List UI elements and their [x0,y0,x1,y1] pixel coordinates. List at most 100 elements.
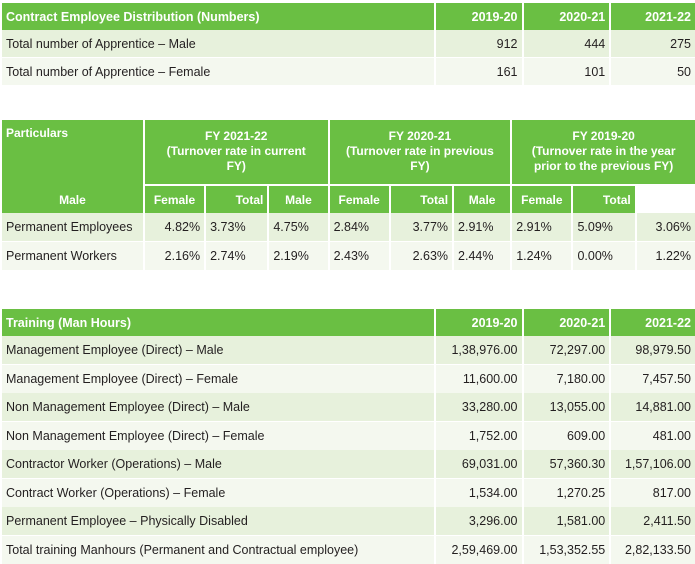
period-header: FY 2020-21 (Turnover rate in previous FY… [329,120,511,184]
table-cell: 2.91% [454,213,511,242]
table-cell: 72,297.00 [523,336,610,365]
column-header: Contract Employee Distribution (Numbers) [2,3,434,30]
table-cell: 2,82,133.50 [611,536,695,564]
table-cell: 275 [611,30,695,58]
table-row: Contract Worker (Operations) – Female 1,5… [2,479,695,507]
table-row: Total number of Apprentice – Male 912 44… [2,30,695,58]
table-row: Management Employee (Direct) – Male 1,38,… [2,336,695,365]
period-header: FY 2019-20 (Turnover rate in the year pr… [512,120,695,184]
table-header-row: Particulars FY 2021-22 (Turnover rate in… [2,120,695,186]
row-label: Contract Worker (Operations) – Female [2,479,434,507]
column-header: Female [512,186,572,213]
table-cell: 1,38,976.00 [435,336,522,365]
table-cell: 1,752.00 [435,422,522,450]
table-cell: 1,534.00 [435,479,522,507]
table-cell: 2.63% [390,242,453,270]
table-cell: 7,457.50 [611,365,695,393]
table-cell: 5.09% [573,213,635,242]
row-label: Permanent Workers [2,242,143,270]
period-subtitle: (Turnover rate in current [166,144,306,159]
table-cell: 609.00 [523,422,610,450]
particulars-header: Particulars [2,120,143,186]
table-cell: 3.73% [206,213,268,242]
column-header: 2019-20 [435,3,522,30]
table-row: Management Employee (Direct) – Female 11,… [2,365,695,393]
table-cell: 912 [435,30,522,58]
table-cell: 2.43% [329,242,389,270]
row-label: Total training Manhours (Permanent and C… [2,536,434,564]
row-label: Total number of Apprentice – Female [2,58,434,85]
table-cell: 101 [523,58,610,85]
period-title: FY 2021-22 [204,129,268,144]
table-row: Contractor Worker (Operations) – Male 69,… [2,450,695,479]
column-header: 2021-22 [611,3,695,30]
table-cell: 2.91% [512,213,572,242]
table-cell: 0.00% [573,242,635,270]
table-cell: 1,581.00 [523,507,610,536]
table-cell: 3.77% [390,213,453,242]
table-header-row: Contract Employee Distribution (Numbers)… [2,3,695,30]
table-cell: 50 [611,58,695,85]
table-cell: 13,055.00 [523,393,610,422]
table-cell: 7,180.00 [523,365,610,393]
column-header: 2021-22 [611,309,695,336]
column-header: Male [269,186,328,213]
table-cell: 4.82% [144,213,205,242]
table-cell: 33,280.00 [435,393,522,422]
table-cell: 444 [523,30,610,58]
row-label: Total number of Apprentice – Male [2,30,434,58]
column-header: 2020-21 [523,3,610,30]
table-row: Permanent Workers 2.16% 2.74% 2.19% 2.43… [2,242,695,270]
row-label: Management Employee (Direct) – Female [2,365,434,393]
row-label: Non Management Employee (Direct) – Femal… [2,422,434,450]
column-header: Female [329,186,389,213]
table-cell: 14,881.00 [611,393,695,422]
table-cell: 2,59,469.00 [435,536,522,564]
table-cell: 161 [435,58,522,85]
row-label: Contractor Worker (Operations) – Male [2,450,434,479]
table-row: Non Management Employee (Direct) – Male 3… [2,393,695,422]
row-label: Management Employee (Direct) – Male [2,336,434,365]
period-subtitle: prior to the previous FY) [533,159,674,174]
table-cell: 481.00 [611,422,695,450]
table-row: Total number of Apprentice – Female 161 … [2,58,695,85]
column-header: Total [390,186,453,213]
period-title: FY 2020-21 [388,129,452,144]
table-row: Non Management Employee (Direct) – Femal… [2,422,695,450]
table-subheader-row: Male Female Total Male Female Total Male… [2,186,695,213]
table-row: Permanent Employees 4.82% 3.73% 4.75% 2.… [2,213,695,242]
table-row: Permanent Employee – Physically Disabled… [2,507,695,536]
table-cell: 2.19% [269,242,328,270]
table-cell: 3.06% [636,213,695,242]
table-cell: 57,360.30 [523,450,610,479]
contract-employee-table: Contract Employee Distribution (Numbers)… [0,3,695,85]
table-cell: 2.44% [454,242,511,270]
table-cell: 1,53,352.55 [523,536,610,564]
table-cell: 2.84% [329,213,389,242]
table-cell: 3,296.00 [435,507,522,536]
row-label: Permanent Employee – Physically Disabled [2,507,434,536]
table-row: Total training Manhours (Permanent and C… [2,536,695,564]
table-cell: 11,600.00 [435,365,522,393]
turnover-rate-table: Particulars FY 2021-22 (Turnover rate in… [0,120,695,270]
table-cell: 817.00 [611,479,695,507]
column-header: Total [573,186,635,213]
column-header: Male [454,186,511,213]
period-subtitle: FY) [410,159,430,174]
period-header: FY 2021-22 (Turnover rate in current FY) [144,120,328,184]
table-header-row: Training (Man Hours) 2019-20 2020-21 202… [2,309,695,336]
row-label: Permanent Employees [2,213,143,242]
table-cell: 1.24% [512,242,572,270]
training-hours-table: Training (Man Hours) 2019-20 2020-21 202… [0,309,695,564]
column-header: Male [2,186,143,213]
column-header: Total [206,186,268,213]
table-cell: 98,979.50 [611,336,695,365]
table-cell: 1.22% [636,242,695,270]
column-header: 2020-21 [523,309,610,336]
table-cell: 2.16% [144,242,205,270]
table-cell: 2,411.50 [611,507,695,536]
table-cell: 4.75% [269,213,328,242]
table-cell: 69,031.00 [435,450,522,479]
column-header: Training (Man Hours) [2,309,434,336]
table-cell: 1,270.25 [523,479,610,507]
